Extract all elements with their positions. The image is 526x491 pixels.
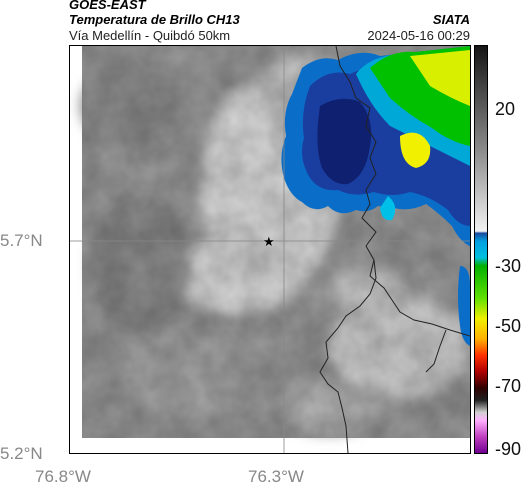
colorbar-scale: [475, 46, 487, 453]
lon-label-76-3: 76.3°W: [248, 467, 304, 486]
gridlines: [70, 46, 470, 453]
lon-label-76-8: 76.8°W: [35, 467, 91, 486]
colorbar-tick-neg90: -90: [495, 439, 522, 459]
colorbar-tick-neg50: -50: [495, 316, 522, 336]
datetime-label: 2024-05-16 00:29: [367, 28, 470, 43]
colorbar-tick-20: 20: [495, 99, 516, 119]
title-region: Vía Medellín - Quibdó 50km: [69, 28, 231, 43]
lat-label-5-2: 5.2°N: [0, 444, 43, 463]
brightness-temperature-map: ★: [69, 45, 471, 454]
colorbar-tick-neg30: -30: [495, 256, 522, 276]
colorbar-tick-neg70: -70: [495, 376, 522, 396]
star-icon: ★: [263, 235, 275, 250]
border-line: [335, 46, 470, 337]
agency-label: SIATA: [432, 12, 470, 27]
department-boundary: [319, 259, 377, 453]
lat-label-5-7: 5.7°N: [0, 231, 43, 250]
cold-cloud-tops: [281, 46, 470, 346]
colorbar: [474, 45, 488, 454]
title-product: Temperatura de Brillo CH13: [69, 12, 240, 27]
title-satellite: GOES-EAST: [69, 0, 146, 12]
boundary-branch: [425, 329, 447, 373]
map-canvas: ★: [70, 46, 470, 453]
